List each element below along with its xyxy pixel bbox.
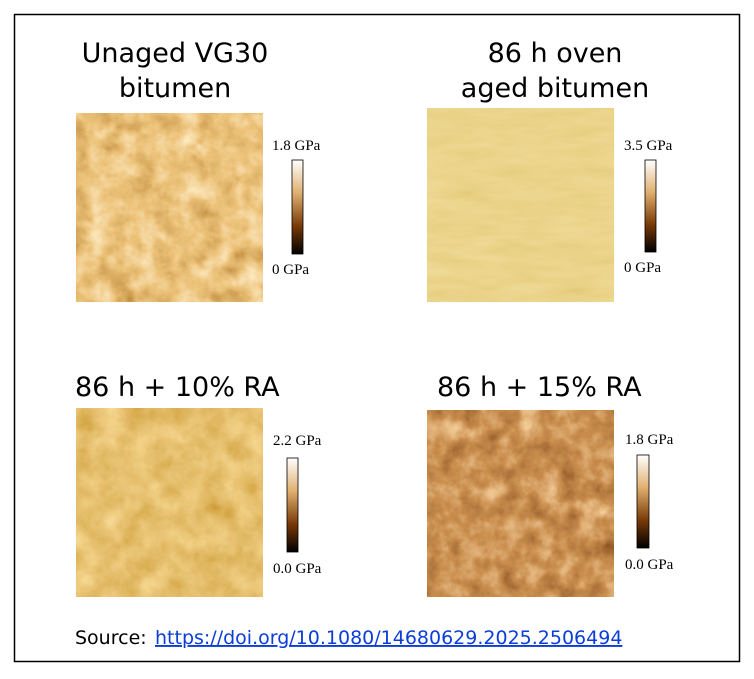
scale-min: 0.0 GPa bbox=[273, 561, 322, 577]
panel-title: bitumen bbox=[119, 73, 231, 104]
scale-min: 0 GPa bbox=[624, 260, 661, 276]
scale-max: 1.8 GPa bbox=[272, 138, 321, 154]
source-link-text[interactable]: https://doi.org/10.1080/14680629.2025.25… bbox=[155, 627, 622, 649]
panel-title: aged bitumen bbox=[461, 73, 649, 104]
colorbar bbox=[644, 159, 657, 253]
panel-title: 86 h + 15% RA bbox=[437, 372, 642, 403]
afm-image bbox=[76, 408, 263, 597]
panel-title: Unaged VG30 bbox=[82, 38, 269, 69]
scale-max: 2.2 GPa bbox=[273, 433, 322, 449]
scale-max: 1.8 GPa bbox=[625, 432, 674, 448]
panel-title: 86 h oven bbox=[488, 38, 623, 69]
panel-title: 86 h + 10% RA bbox=[75, 372, 280, 403]
source-link[interactable]: https://doi.org/10.1080/14680629.2025.25… bbox=[155, 627, 622, 649]
scale-max: 3.5 GPa bbox=[624, 138, 673, 154]
colorbar bbox=[291, 159, 304, 255]
colorbar bbox=[286, 457, 299, 553]
afm-image bbox=[427, 410, 614, 597]
colorbar bbox=[636, 454, 650, 549]
frame bbox=[13, 13, 741, 663]
afm-image bbox=[427, 108, 614, 302]
scale-min: 0 GPa bbox=[272, 262, 309, 278]
source-label: Source: bbox=[75, 627, 147, 649]
afm-image bbox=[76, 113, 263, 302]
scale-min: 0.0 GPa bbox=[625, 557, 674, 573]
